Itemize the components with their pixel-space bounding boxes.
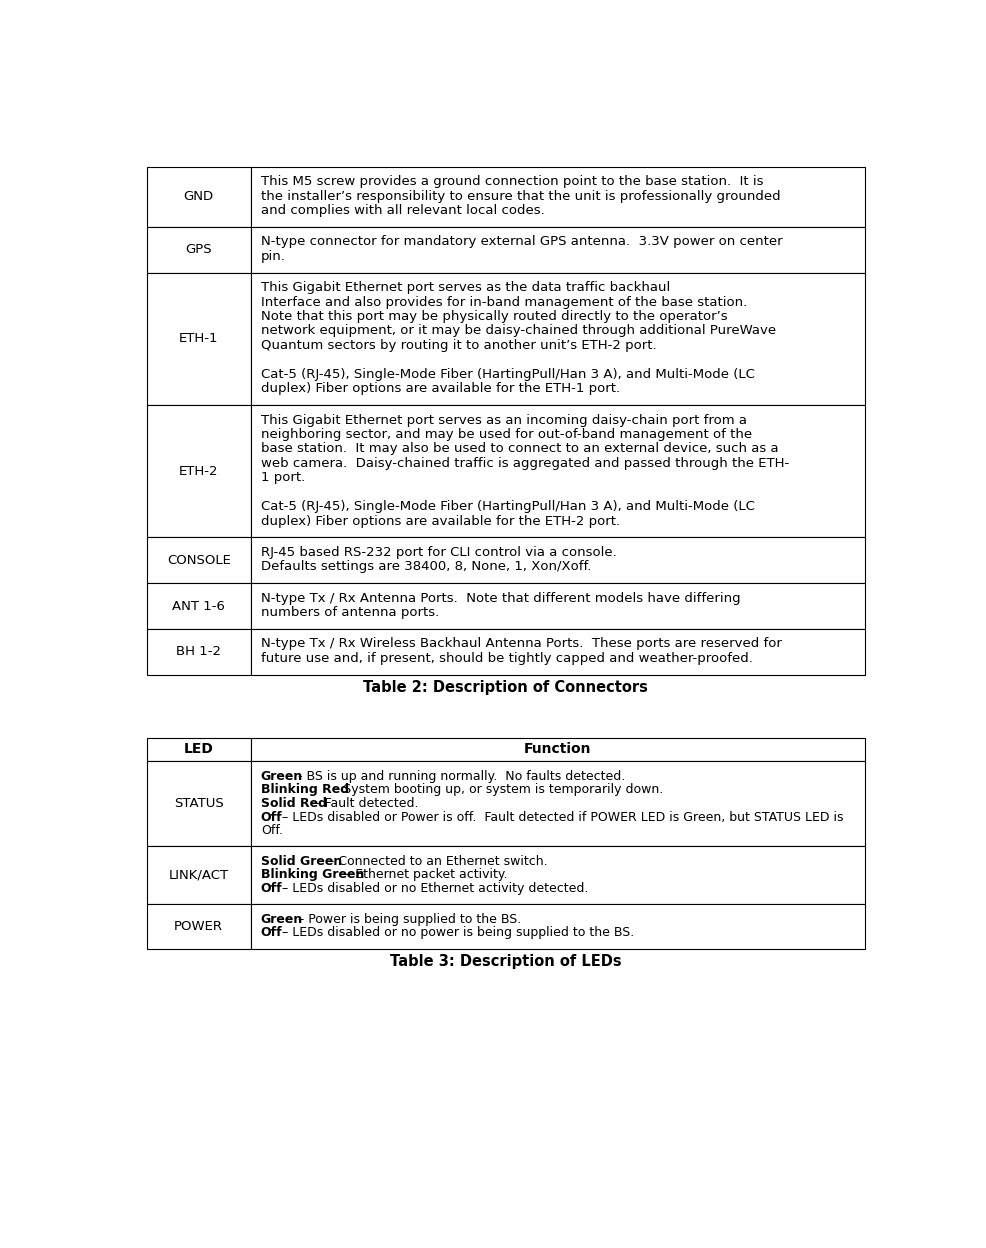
Text: Off: Off [260, 810, 282, 824]
Bar [250, 273, 864, 406]
Text: CONSOLE: CONSOLE [167, 554, 231, 567]
Bar [250, 846, 864, 905]
Text: Off: Off [260, 882, 282, 895]
Text: duplex) Fiber options are available for the ETH-2 port.: duplex) Fiber options are available for … [260, 514, 619, 528]
Bar [250, 406, 864, 538]
Text: pin.: pin. [260, 250, 286, 263]
Bar [147, 167, 250, 227]
Text: and complies with all relevant local codes.: and complies with all relevant local cod… [260, 203, 544, 217]
Text: RJ-45 based RS-232 port for CLI control via a console.: RJ-45 based RS-232 port for CLI control … [260, 545, 616, 559]
Text: Cat-5 (RJ-45), Single-Mode Fiber (HartingPull/Han 3 A), and Multi-Mode (LC: Cat-5 (RJ-45), Single-Mode Fiber (Hartin… [260, 368, 754, 381]
Text: Green: Green [260, 770, 303, 782]
Text: N-type connector for mandatory external GPS antenna.  3.3V power on center: N-type connector for mandatory external … [260, 236, 782, 248]
Bar [147, 538, 250, 583]
Bar [250, 167, 864, 227]
Text: Off: Off [260, 926, 282, 940]
Bar [147, 273, 250, 406]
Text: GND: GND [183, 190, 214, 203]
Text: Interface and also provides for in-band management of the base station.: Interface and also provides for in-band … [260, 296, 746, 308]
Bar [147, 406, 250, 538]
Bar [250, 583, 864, 629]
Bar [250, 761, 864, 846]
Text: This Gigabit Ethernet port serves as the data traffic backhaul: This Gigabit Ethernet port serves as the… [260, 281, 669, 295]
Bar [250, 538, 864, 583]
Bar [147, 738, 250, 761]
Bar [250, 629, 864, 675]
Text: Blinking Red: Blinking Red [260, 784, 349, 796]
Text: – System booting up, or system is temporarily down.: – System booting up, or system is tempor… [329, 784, 663, 796]
Text: BH 1-2: BH 1-2 [176, 645, 221, 659]
Text: N-type Tx / Rx Antenna Ports.  Note that different models have differing: N-type Tx / Rx Antenna Ports. Note that … [260, 592, 740, 605]
Text: ETH-1: ETH-1 [178, 332, 218, 346]
Text: LED: LED [183, 743, 213, 756]
Text: - BS is up and running normally.  No faults detected.: - BS is up and running normally. No faul… [293, 770, 624, 782]
Text: Table 3: Description of LEDs: Table 3: Description of LEDs [389, 953, 621, 968]
Text: – LEDs disabled or Power is off.  Fault detected if POWER LED is Green, but STAT: – LEDs disabled or Power is off. Fault d… [277, 810, 842, 824]
Bar [147, 583, 250, 629]
Text: neighboring sector, and may be used for out-of-band management of the: neighboring sector, and may be used for … [260, 428, 751, 441]
Text: N-type Tx / Rx Wireless Backhaul Antenna Ports.  These ports are reserved for: N-type Tx / Rx Wireless Backhaul Antenna… [260, 638, 781, 650]
Text: LINK/ACT: LINK/ACT [169, 869, 229, 882]
Text: – LEDs disabled or no power is being supplied to the BS.: – LEDs disabled or no power is being sup… [277, 926, 633, 940]
Text: Off.: Off. [260, 824, 283, 837]
Text: ETH-2: ETH-2 [178, 464, 218, 478]
Bar [250, 905, 864, 948]
Text: 1 port.: 1 port. [260, 472, 305, 484]
Text: Solid Green: Solid Green [260, 855, 342, 867]
Text: duplex) Fiber options are available for the ETH-1 port.: duplex) Fiber options are available for … [260, 382, 619, 396]
Text: Table 2: Description of Connectors: Table 2: Description of Connectors [363, 680, 648, 695]
Text: STATUS: STATUS [174, 797, 224, 810]
Text: web camera.  Daisy-chained traffic is aggregated and passed through the ETH-: web camera. Daisy-chained traffic is agg… [260, 457, 789, 469]
Text: numbers of antenna ports.: numbers of antenna ports. [260, 607, 439, 619]
Bar [147, 846, 250, 905]
Bar [250, 227, 864, 273]
Bar [147, 227, 250, 273]
Text: - Fault detected.: - Fault detected. [312, 797, 418, 810]
Text: ANT 1-6: ANT 1-6 [173, 599, 225, 613]
Text: – LEDs disabled or no Ethernet activity detected.: – LEDs disabled or no Ethernet activity … [277, 882, 588, 895]
Text: future use and, if present, should be tightly capped and weather-proofed.: future use and, if present, should be ti… [260, 651, 752, 665]
Text: This Gigabit Ethernet port serves as an incoming daisy-chain port from a: This Gigabit Ethernet port serves as an … [260, 413, 746, 427]
Bar [147, 761, 250, 846]
Text: Quantum sectors by routing it to another unit’s ETH-2 port.: Quantum sectors by routing it to another… [260, 339, 656, 352]
Text: network equipment, or it may be daisy-chained through additional PureWave: network equipment, or it may be daisy-ch… [260, 324, 775, 337]
Text: GPS: GPS [185, 243, 212, 256]
Text: This M5 screw provides a ground connection point to the base station.  It is: This M5 screw provides a ground connecti… [260, 175, 762, 188]
Text: base station.  It may also be used to connect to an external device, such as a: base station. It may also be used to con… [260, 442, 778, 456]
Text: Cat-5 (RJ-45), Single-Mode Fiber (HartingPull/Han 3 A), and Multi-Mode (LC: Cat-5 (RJ-45), Single-Mode Fiber (Hartin… [260, 500, 754, 513]
Text: – Power is being supplied to the BS.: – Power is being supplied to the BS. [293, 912, 521, 926]
Text: Defaults settings are 38400, 8, None, 1, Xon/Xoff.: Defaults settings are 38400, 8, None, 1,… [260, 560, 591, 573]
Text: the installer’s responsibility to ensure that the unit is professionally grounde: the installer’s responsibility to ensure… [260, 190, 780, 202]
Text: Note that this port may be physically routed directly to the operator’s: Note that this port may be physically ro… [260, 310, 727, 323]
Bar [147, 629, 250, 675]
Text: Blinking Green: Blinking Green [260, 869, 364, 881]
Text: Green: Green [260, 912, 303, 926]
Text: Solid Red: Solid Red [260, 797, 326, 810]
Text: – Ethernet packet activity.: – Ethernet packet activity. [340, 869, 507, 881]
Text: Function: Function [524, 743, 591, 756]
Text: – Connected to an Ethernet switch.: – Connected to an Ethernet switch. [323, 855, 547, 867]
Bar [147, 905, 250, 948]
Text: POWER: POWER [175, 920, 223, 934]
Bar [250, 738, 864, 761]
